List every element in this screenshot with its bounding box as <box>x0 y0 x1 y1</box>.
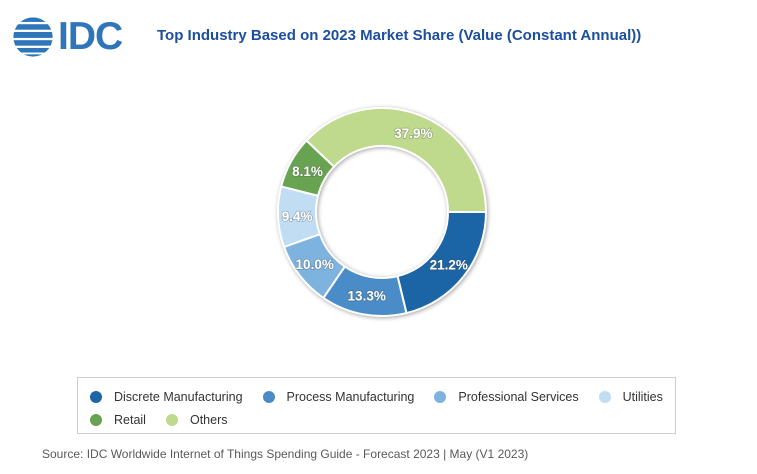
legend-label: Retail <box>114 412 146 427</box>
slice-others[interactable] <box>305 107 487 213</box>
legend-swatch-utilities <box>598 390 611 403</box>
idc-globe-icon <box>13 17 53 57</box>
idc-logo-text: IDC <box>58 15 123 58</box>
legend-row-2: Retail Others <box>90 408 675 431</box>
legend-swatch-retail <box>90 413 102 426</box>
legend-item-process-manufacturing[interactable]: Process Manufacturing <box>262 389 415 404</box>
legend-item-retail[interactable]: Retail <box>90 413 146 427</box>
legend-label: Utilities <box>622 389 663 404</box>
legend-item-discrete-manufacturing[interactable]: Discrete Manufacturing <box>90 390 243 404</box>
legend-row-1: Discrete Manufacturing Process Manufactur… <box>90 385 675 408</box>
slice-discrete-manufacturing[interactable] <box>396 211 487 315</box>
source-note: Source: IDC Worldwide Internet of Things… <box>42 447 529 461</box>
legend-label: Professional Services <box>458 389 579 404</box>
legend-item-utilities[interactable]: Utilities <box>598 389 663 404</box>
legend-item-professional-services[interactable]: Professional Services <box>434 389 579 404</box>
legend-item-others[interactable]: Others <box>165 412 228 427</box>
page-title: Top Industry Based on 2023 Market Share … <box>157 27 642 44</box>
donut-chart-svg: 21.2%13.3%10.0%9.4%8.1%37.9% <box>277 107 487 317</box>
legend: Discrete Manufacturing Process Manufactur… <box>77 377 676 434</box>
legend-swatch-process-manufacturing <box>262 390 275 403</box>
legend-swatch-discrete-manufacturing <box>90 390 102 403</box>
legend-label: Discrete Manufacturing <box>114 389 243 404</box>
legend-label: Others <box>189 412 228 427</box>
legend-swatch-professional-services <box>434 390 447 403</box>
legend-label: Process Manufacturing <box>286 389 415 404</box>
legend-swatch-others <box>165 413 178 426</box>
donut-chart: 21.2% 13.3% 10.0% 9.4% 8.1% 37.9% <box>262 92 502 332</box>
idc-logo: IDC <box>12 15 123 58</box>
